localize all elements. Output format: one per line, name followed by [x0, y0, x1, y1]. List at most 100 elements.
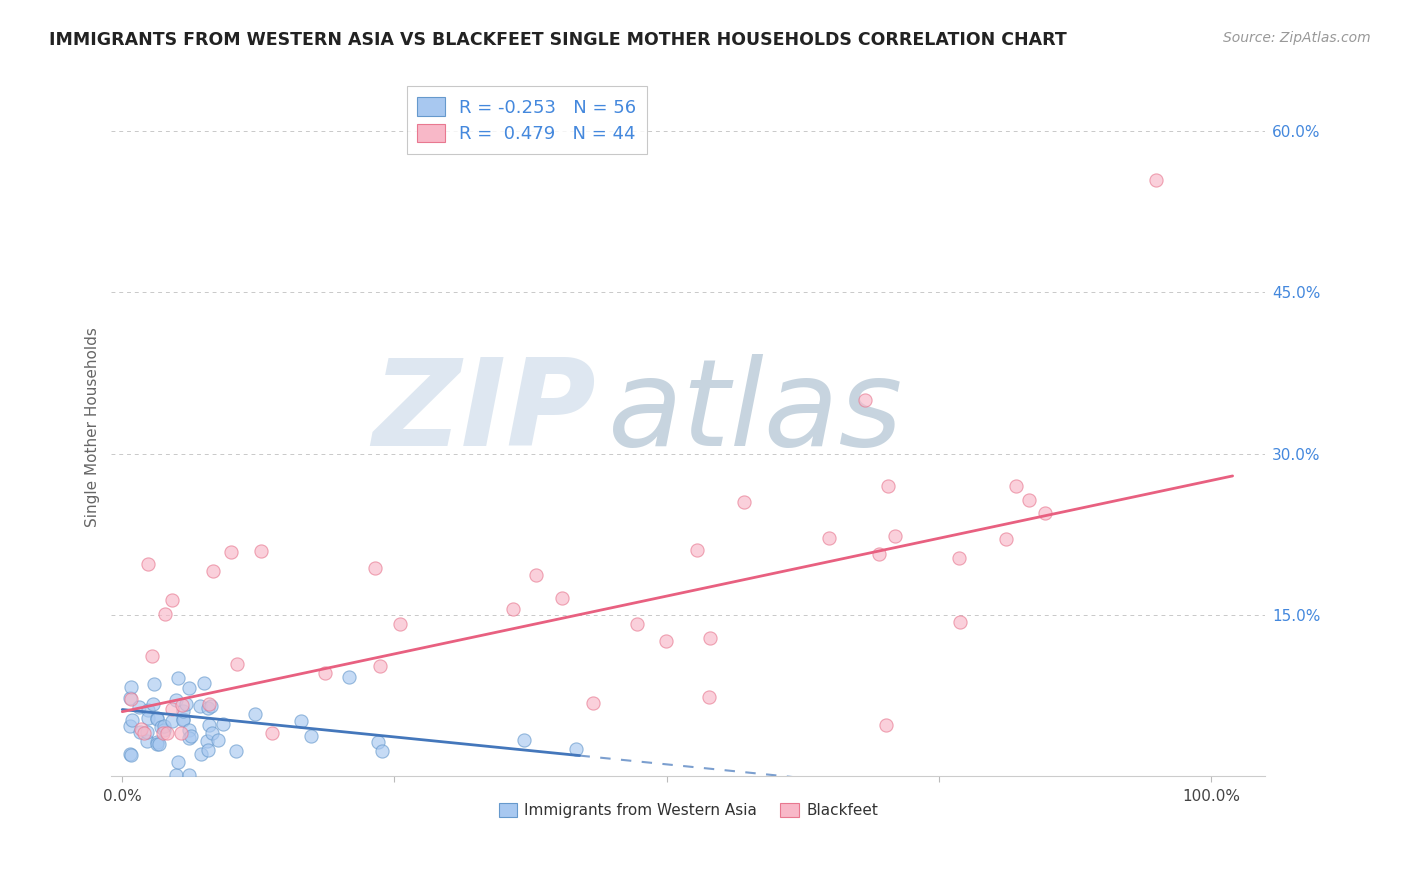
Point	[201, 725, 224, 739]
Point	[211, 717, 233, 731]
Point	[245, 707, 267, 722]
Point	[197, 742, 219, 756]
Point	[524, 568, 547, 582]
Point	[686, 542, 709, 557]
Point	[876, 479, 898, 493]
Point	[160, 701, 183, 715]
Point	[165, 768, 187, 782]
Point	[197, 700, 219, 714]
Point	[136, 557, 159, 571]
Point	[502, 602, 524, 616]
Point	[176, 697, 198, 711]
Point	[314, 666, 336, 681]
Point	[149, 720, 172, 734]
Point	[1033, 506, 1056, 520]
Point	[994, 532, 1017, 546]
Point	[156, 726, 179, 740]
Point	[290, 714, 312, 728]
Point	[172, 705, 194, 719]
Point	[153, 718, 176, 732]
Point	[146, 711, 169, 725]
Point	[513, 733, 536, 747]
Text: Source: ZipAtlas.com: Source: ZipAtlas.com	[1223, 31, 1371, 45]
Point	[148, 737, 170, 751]
Point	[655, 634, 678, 648]
Point	[699, 631, 721, 645]
Point	[172, 712, 194, 726]
Point	[697, 690, 720, 704]
Text: ZIP: ZIP	[373, 354, 596, 471]
Point	[626, 617, 648, 632]
Point	[120, 692, 142, 706]
Point	[200, 698, 222, 713]
Point	[202, 565, 225, 579]
Point	[188, 698, 211, 713]
Point	[884, 529, 907, 543]
Point	[250, 544, 273, 558]
Point	[207, 732, 229, 747]
Point	[135, 734, 157, 748]
Point	[177, 723, 200, 738]
Point	[299, 729, 322, 743]
Point	[868, 547, 890, 561]
Point	[120, 680, 142, 694]
Point	[165, 692, 187, 706]
Point	[190, 747, 212, 761]
Point	[170, 726, 193, 740]
Point	[167, 671, 190, 685]
Point	[129, 722, 152, 736]
Point	[142, 676, 165, 690]
Y-axis label: Single Mother Households: Single Mother Households	[86, 326, 100, 527]
Point	[370, 744, 392, 758]
Point	[1005, 479, 1028, 493]
Text: atlas: atlas	[607, 354, 903, 471]
Point	[172, 713, 194, 727]
Point	[565, 741, 588, 756]
Point	[118, 747, 141, 761]
Point	[818, 532, 841, 546]
Point	[129, 724, 152, 739]
Point	[1144, 172, 1167, 186]
Point	[582, 697, 605, 711]
Point	[120, 719, 142, 733]
Point	[948, 551, 970, 566]
Point	[948, 615, 970, 629]
Point	[262, 726, 284, 740]
Point	[142, 698, 165, 712]
Point	[367, 735, 389, 749]
Point	[155, 607, 177, 621]
Text: IMMIGRANTS FROM WESTERN ASIA VS BLACKFEET SINGLE MOTHER HOUSEHOLDS CORRELATION C: IMMIGRANTS FROM WESTERN ASIA VS BLACKFEE…	[49, 31, 1067, 49]
Point	[141, 649, 163, 664]
Point	[152, 726, 174, 740]
Point	[198, 697, 221, 711]
Point	[162, 714, 184, 729]
Point	[219, 545, 242, 559]
Point	[167, 755, 190, 769]
Point	[136, 702, 159, 716]
Point	[146, 737, 169, 751]
Point	[132, 726, 155, 740]
Point	[179, 731, 201, 745]
Point	[193, 676, 215, 690]
Point	[179, 768, 201, 782]
Point	[225, 744, 247, 758]
Point	[853, 392, 876, 407]
Point	[337, 670, 360, 684]
Point	[120, 747, 142, 762]
Point	[136, 711, 159, 725]
Point	[118, 690, 141, 705]
Point	[875, 718, 897, 732]
Point	[145, 735, 167, 749]
Point	[121, 713, 143, 727]
Point	[550, 591, 572, 605]
Point	[225, 657, 247, 672]
Point	[198, 718, 221, 732]
Point	[162, 592, 184, 607]
Point	[179, 681, 201, 696]
Point	[1018, 492, 1040, 507]
Point	[388, 617, 411, 632]
Point	[128, 700, 150, 714]
Point	[146, 712, 169, 726]
Point	[153, 723, 176, 737]
Point	[180, 729, 202, 743]
